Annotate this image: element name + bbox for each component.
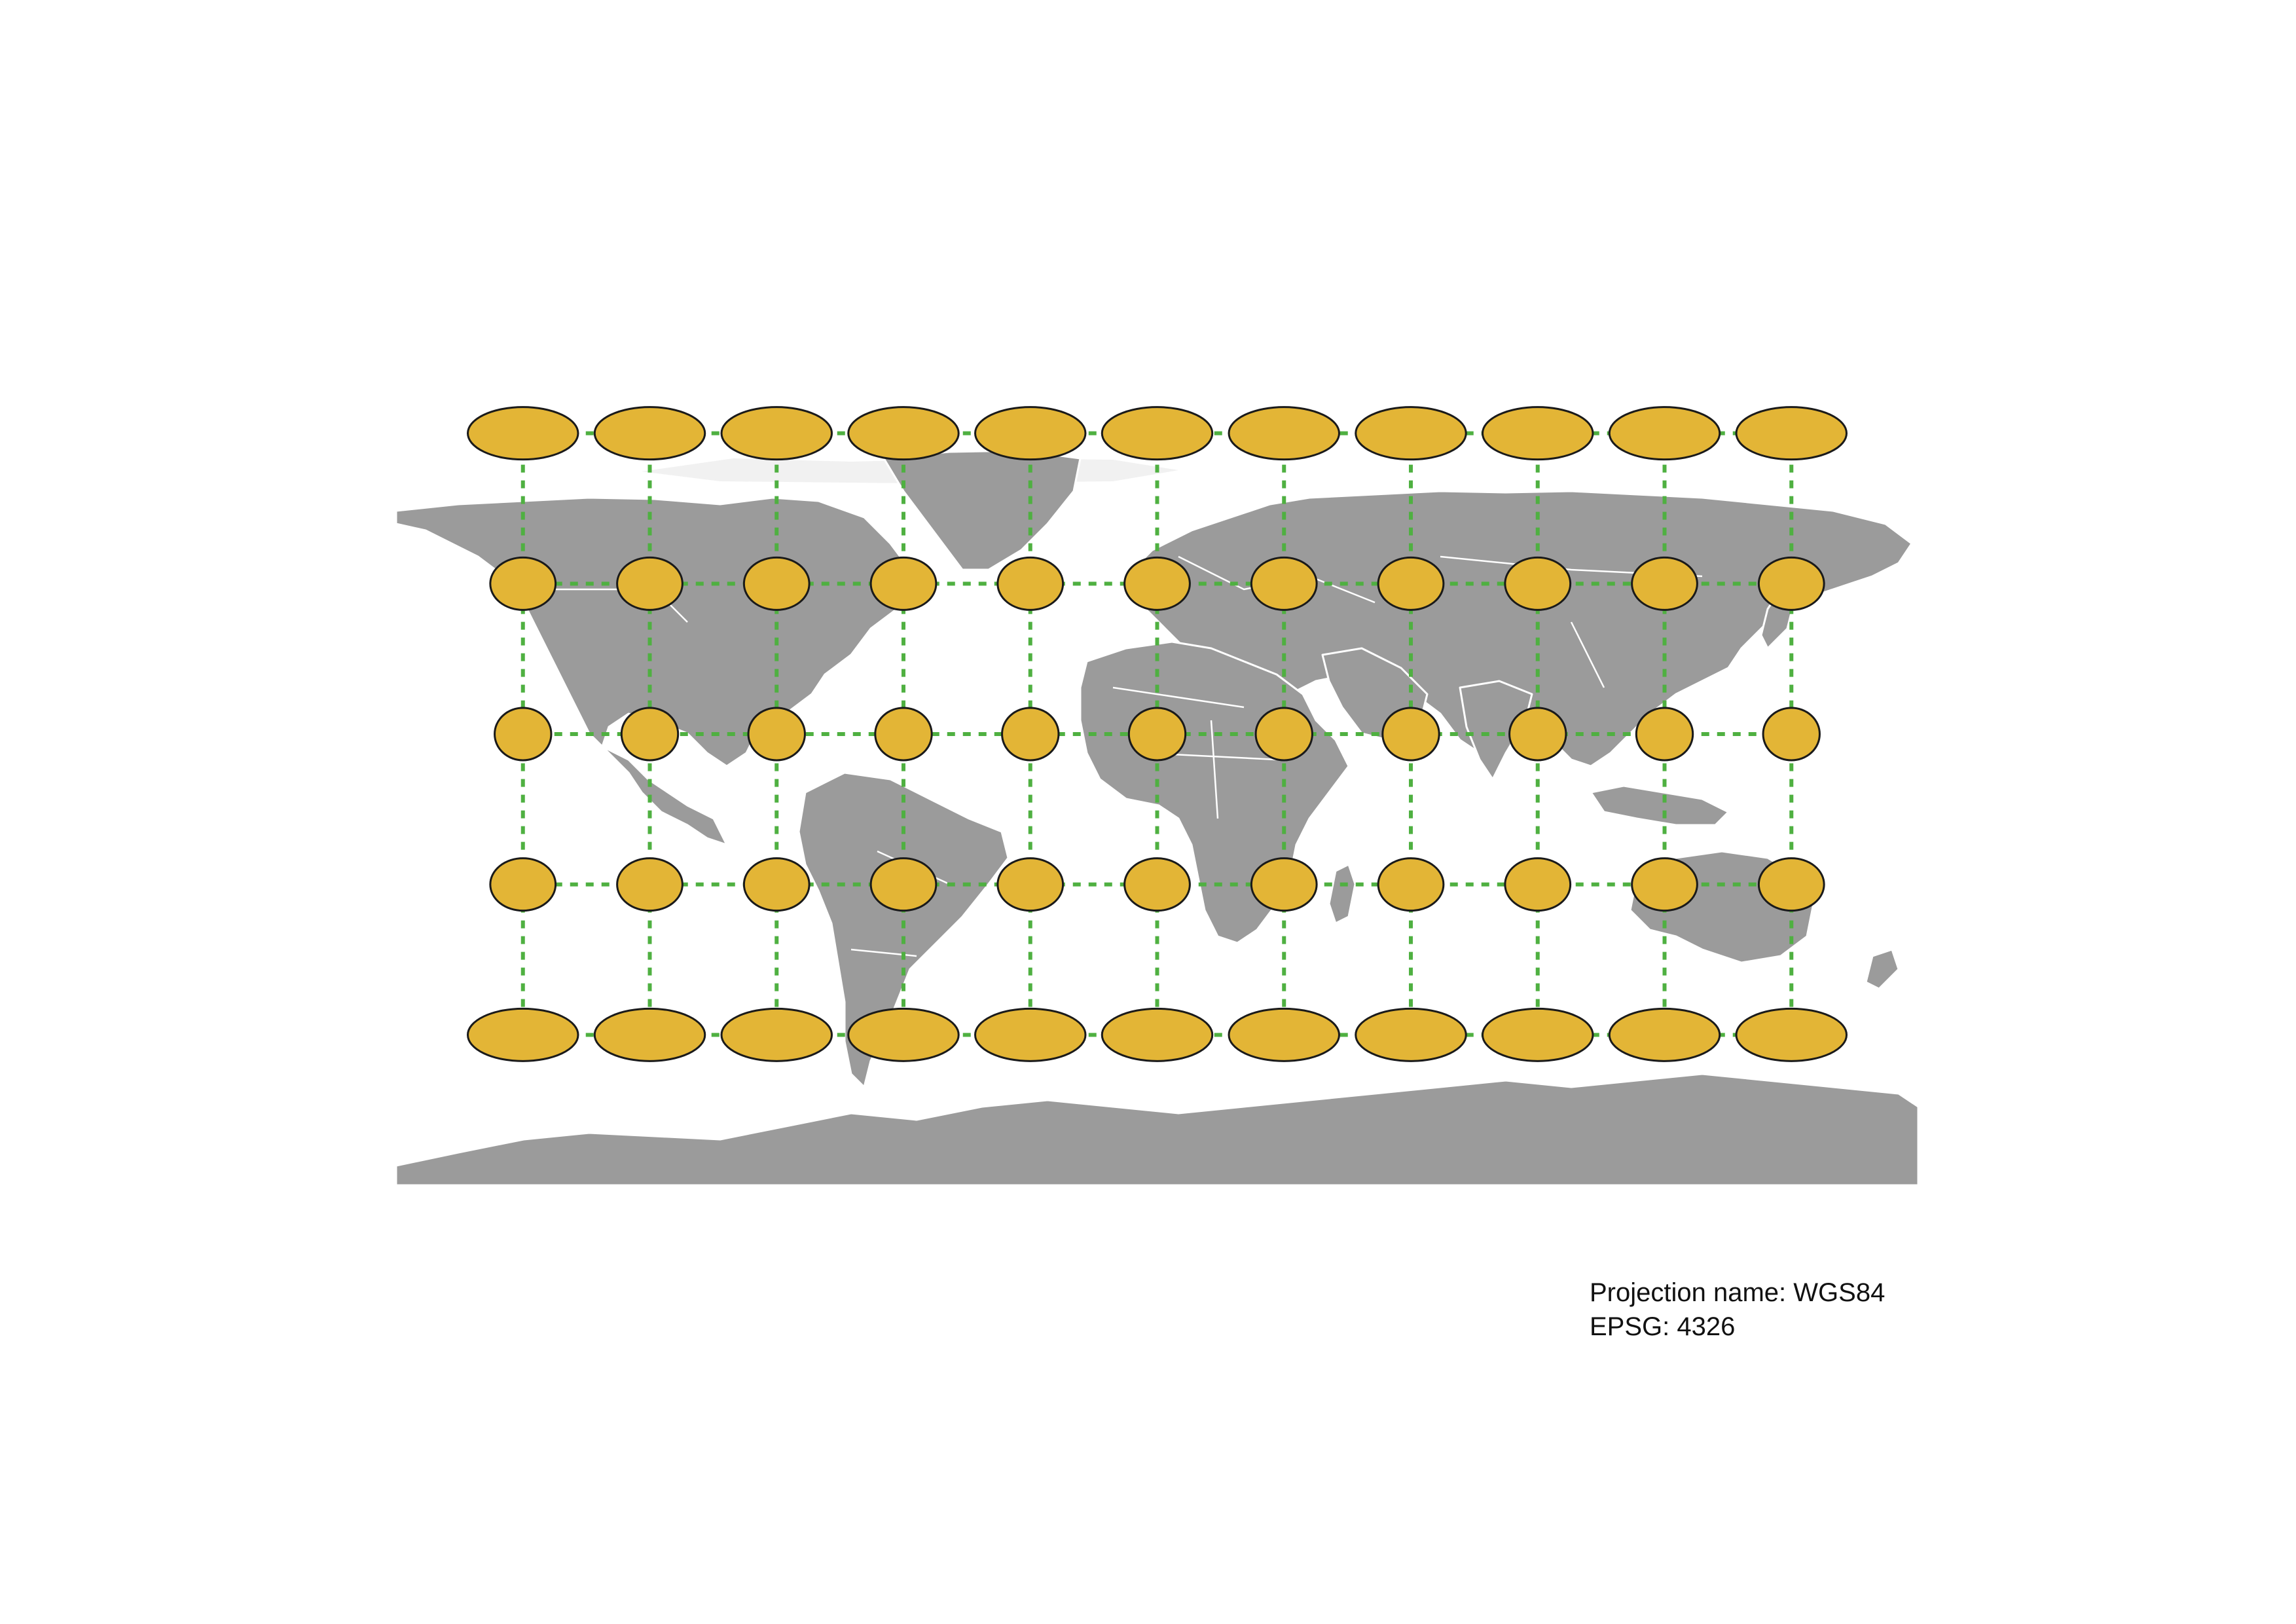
tissot-ellipse <box>489 857 557 912</box>
tissot-ellipse <box>1508 707 1567 762</box>
tissot-ellipse <box>874 707 933 762</box>
tissot-ellipse <box>1482 406 1594 461</box>
tissot-ellipse <box>1381 707 1440 762</box>
tissot-ellipse <box>1635 707 1694 762</box>
tissot-ellipse <box>847 406 960 461</box>
tissot-indicatrices <box>467 406 1848 1062</box>
tissot-ellipse <box>1735 1007 1848 1062</box>
new-zealand <box>1865 948 1900 990</box>
tissot-ellipse <box>1228 1007 1340 1062</box>
tissot-ellipse <box>1101 1007 1214 1062</box>
tissot-ellipse <box>1762 707 1821 762</box>
greenland <box>883 449 1082 571</box>
tissot-ellipse <box>1127 707 1187 762</box>
epsg-label: EPSG: 4326 <box>1590 1312 1736 1341</box>
india <box>1459 680 1533 781</box>
tissot-ellipse <box>1631 857 1698 912</box>
tissot-ellipse <box>974 1007 1087 1062</box>
tissot-ellipse <box>742 556 811 611</box>
tissot-ellipse <box>1254 707 1313 762</box>
tissot-ellipse <box>467 406 579 461</box>
tissot-ellipse <box>1377 857 1445 912</box>
tissot-ellipse <box>1504 556 1572 611</box>
tissot-ellipse <box>489 556 557 611</box>
tissot-ellipse <box>869 556 938 611</box>
tissot-ellipse <box>1631 556 1698 611</box>
tissot-ellipse <box>1001 707 1060 762</box>
tissot-ellipse <box>467 1007 579 1062</box>
tissot-ellipse <box>974 406 1087 461</box>
tissot-ellipse <box>1250 857 1318 912</box>
tissot-ellipse <box>996 857 1065 912</box>
tissot-ellipse <box>720 1007 833 1062</box>
tissot-ellipse <box>1101 406 1214 461</box>
indonesia <box>1590 784 1730 826</box>
tissot-ellipse <box>1355 406 1467 461</box>
madagascar <box>1328 863 1357 925</box>
projection-name-label: Projection name: WGS84 <box>1590 1278 1886 1307</box>
tissot-ellipse <box>1757 857 1825 912</box>
tissot-ellipse <box>1482 1007 1594 1062</box>
projection-caption: Projection name: WGS84 EPSG: 4326 <box>1590 1276 1885 1344</box>
tissot-ellipse <box>616 556 683 611</box>
eurasia <box>1125 490 1913 767</box>
tissot-ellipse <box>747 707 806 762</box>
tissot-ellipse <box>847 1007 960 1062</box>
tissot-ellipse <box>1608 406 1721 461</box>
tissot-ellipse <box>869 857 938 912</box>
tissot-ellipse <box>1735 406 1848 461</box>
tissot-ellipse <box>1123 857 1191 912</box>
tissot-ellipse <box>593 1007 706 1062</box>
tissot-ellipse <box>1250 556 1318 611</box>
tissot-ellipse <box>1377 556 1445 611</box>
tissot-ellipse <box>1608 1007 1721 1062</box>
tissot-ellipse <box>616 857 683 912</box>
tissot-ellipse <box>720 406 833 461</box>
tissot-ellipse <box>494 707 553 762</box>
tissot-ellipse <box>996 556 1065 611</box>
tissot-ellipse <box>1123 556 1191 611</box>
tissot-ellipse <box>1504 857 1572 912</box>
tissot-ellipse <box>742 857 811 912</box>
tissot-ellipse <box>1355 1007 1467 1062</box>
tissot-ellipse <box>1757 556 1825 611</box>
tissot-ellipse <box>1228 406 1340 461</box>
tissot-ellipse <box>593 406 706 461</box>
tissot-ellipse <box>620 707 680 762</box>
antarctica <box>395 1073 1920 1187</box>
